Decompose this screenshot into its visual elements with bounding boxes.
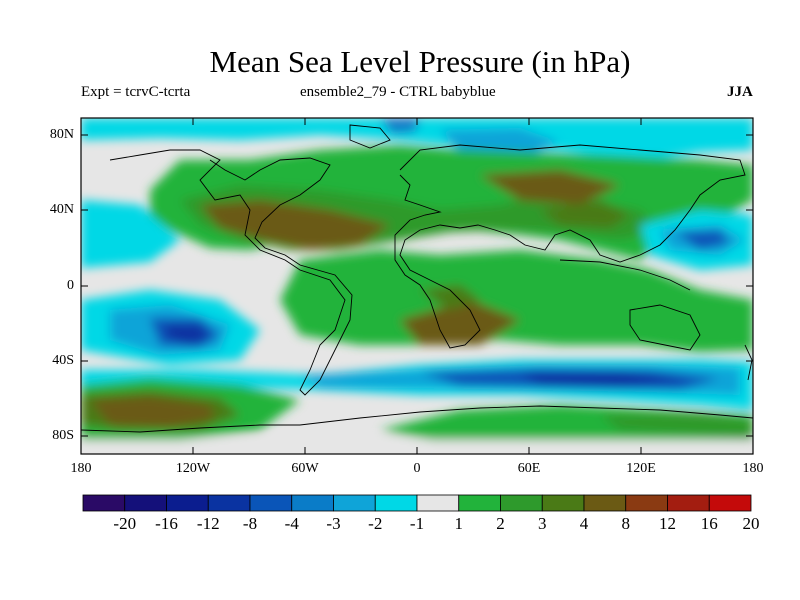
lat-label-40n: 40N xyxy=(49,202,74,217)
contour-field xyxy=(81,118,753,454)
colorbar-box-3 xyxy=(207,494,251,512)
colorbar-label-3: -8 xyxy=(242,514,258,533)
lon-label-60w: 60W xyxy=(291,461,319,476)
lon-label-0: 0 xyxy=(413,461,421,476)
colorbar-label-8: 1 xyxy=(454,514,464,533)
colorbar-box-10 xyxy=(500,494,543,512)
colorbar-box-4 xyxy=(249,494,293,512)
season-label: JJA xyxy=(727,84,753,100)
colorbar-box-2 xyxy=(166,494,209,512)
colorbar-label-14: 16 xyxy=(700,514,718,533)
colorbar-box-8 xyxy=(416,494,460,512)
colorbar-label-2: -12 xyxy=(196,514,220,533)
lon-label-180-east: 180 xyxy=(742,461,764,476)
lat-label-0: 0 xyxy=(67,278,74,293)
colorbar-box-14 xyxy=(667,494,710,512)
colorbar-label-15: 20 xyxy=(742,514,760,533)
colorbar-label-13: 12 xyxy=(659,514,676,533)
colorbar-label-10: 3 xyxy=(538,514,547,533)
coastlines xyxy=(81,124,753,433)
lat-label-80n: 80N xyxy=(49,127,74,142)
colorbar-label-4: -4 xyxy=(284,514,299,533)
colorbar-box-7 xyxy=(374,494,418,512)
colorbar-box-0 xyxy=(82,494,126,512)
colorbar-label-0: -20 xyxy=(113,514,137,533)
lon-label-120e: 120E xyxy=(626,461,656,476)
colorbar-box-11 xyxy=(541,494,585,512)
chart-title: Mean Sea Level Pressure (in hPa) xyxy=(209,44,631,79)
colorbar-box-12 xyxy=(583,494,627,512)
ensemble-label: ensemble2_79 - CTRL babyblue xyxy=(300,84,496,100)
colorbar-box-6 xyxy=(333,494,376,512)
colorbar-box-9 xyxy=(458,494,501,512)
experiment-label: Expt = tcrvC-tcrta xyxy=(81,84,191,100)
colorbar-box-15 xyxy=(708,494,752,512)
lat-label-40s: 40S xyxy=(52,353,74,368)
colorbar-label-12: 8 xyxy=(621,514,631,533)
axis-ticks xyxy=(81,118,753,454)
colorbar-label-11: 4 xyxy=(579,514,589,533)
colorbar-label-1: -16 xyxy=(155,514,178,533)
colorbar-label-6: -2 xyxy=(368,514,383,533)
lon-label-120w: 120W xyxy=(175,461,211,476)
lon-label-180-west: 180 xyxy=(70,461,92,476)
colorbar-label-7: -1 xyxy=(409,514,425,533)
colorbar-label-5: -3 xyxy=(326,514,341,533)
colorbar-box-1 xyxy=(124,494,167,512)
lon-label-60e: 60E xyxy=(517,461,541,476)
colorbar-label-9: 2 xyxy=(496,514,505,533)
lat-label-80s: 80S xyxy=(52,428,74,443)
colorbar-box-5 xyxy=(291,494,334,512)
colorbar-box-13 xyxy=(625,494,668,512)
